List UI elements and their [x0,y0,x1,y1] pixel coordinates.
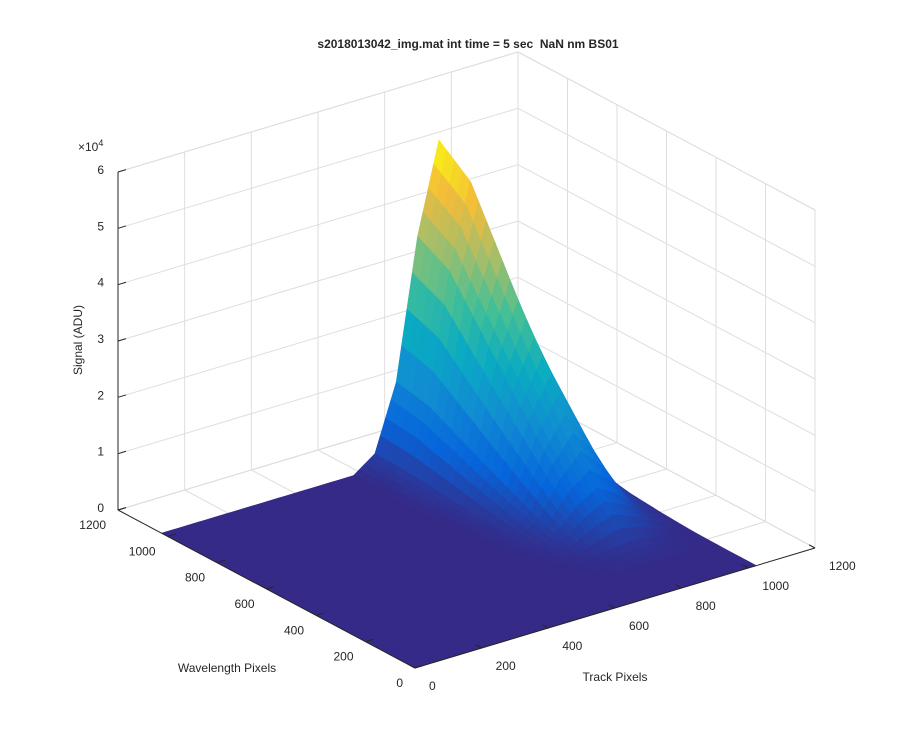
z-tick [117,169,127,173]
grid-line [117,107,519,229]
y-tick-label: 800 [185,571,205,585]
x-tick [475,644,482,649]
y-tick [315,612,325,616]
x-tick-label: 200 [496,659,516,673]
y-tick-label: 600 [234,597,254,611]
z-tick [117,394,127,398]
y-tick-label: 200 [333,650,353,664]
grid-line [517,107,816,267]
x-tick [542,624,549,629]
z-multiplier-exponent: 4 [98,138,103,148]
axes: 0200400600800100012000200400600800100012… [79,163,856,693]
x-tick-label: 600 [629,619,649,633]
grid-line [517,276,816,436]
y-tick [216,559,226,564]
x-tick [675,584,682,589]
y-tick-label: 0 [396,676,403,690]
z-tick-label: 6 [97,163,104,177]
z-axis-label: Signal (ADU) [71,305,85,375]
grid-line [517,333,816,493]
y-axis-label: Wavelength Pixels [178,661,276,675]
x-tick [408,664,416,669]
y-tick-label: 1000 [129,544,156,558]
z-tick-label: 5 [97,219,104,233]
grid-line [517,51,816,211]
z-tick-label: 0 [97,501,104,515]
x-tick-label: 800 [696,599,716,613]
x-tick [608,604,616,609]
x-tick [742,564,749,569]
y-tick-label: 400 [284,623,304,637]
z-tick-label: 3 [97,332,104,346]
y-tick-label: 1200 [79,518,106,532]
grid-line [517,220,816,380]
y-tick [414,665,424,669]
surface [161,139,757,669]
x-axis-label: Track Pixels [583,670,648,684]
x-tick-label: 400 [562,639,582,653]
z-tick [117,225,127,229]
z-tick-label: 1 [97,445,104,459]
z-tick [117,450,127,455]
z-tick-label: 2 [97,388,104,402]
y-tick [167,533,176,537]
grid-line [517,164,816,324]
z-multiplier: ×104 [78,138,103,154]
y-tick [365,638,374,643]
x-tick-label: 1200 [829,559,856,573]
z-tick [117,507,127,511]
x-tick [808,544,816,549]
y-tick [266,586,275,590]
grid-line [117,51,519,173]
z-tick [117,281,127,286]
x-tick-label: 0 [429,679,436,693]
x-tick-label: 1000 [762,579,789,593]
chart-title: s2018013042_img.mat int time = 5 sec NaN… [317,37,618,51]
z-tick [117,338,127,342]
z-multiplier-base: ×10 [78,140,99,154]
z-tick-label: 4 [97,276,104,290]
